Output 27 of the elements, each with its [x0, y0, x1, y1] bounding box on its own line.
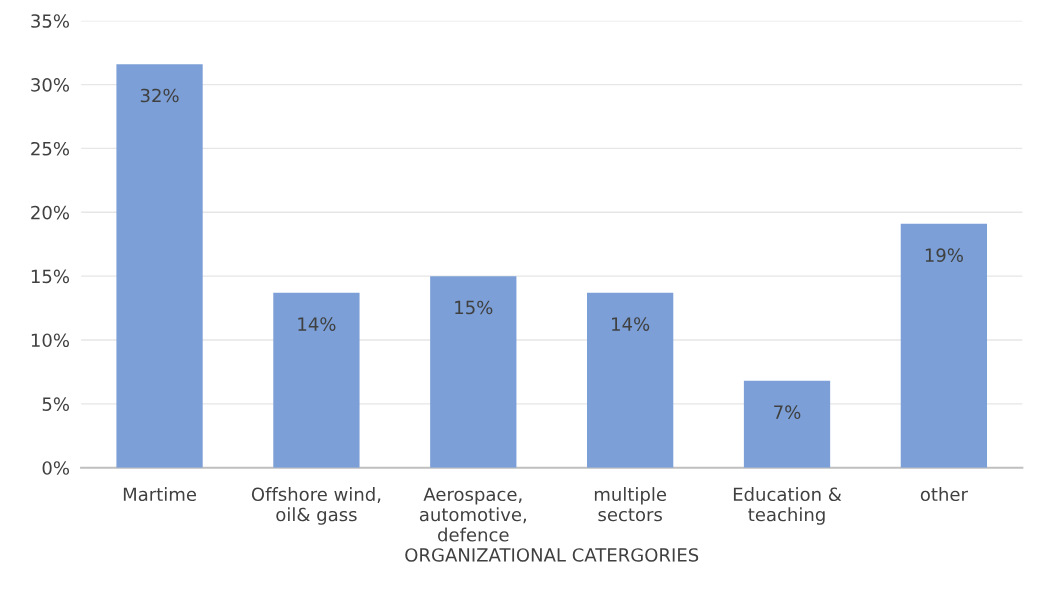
y-tick-label: 15% — [31, 269, 70, 284]
bar — [273, 292, 360, 468]
bar — [900, 223, 988, 468]
x-tick-label: multiple sectors — [594, 487, 667, 522]
bar — [430, 276, 517, 468]
data-label: 14% — [298, 317, 336, 331]
y-tick-label: 10% — [31, 333, 70, 348]
y-tick-label: 0% — [42, 461, 70, 475]
data-label: 32% — [140, 88, 179, 103]
y-tick-label: 25% — [31, 141, 70, 156]
data-label: 19% — [925, 248, 963, 262]
x-tick-label: Offshore wind, oil& gass — [251, 487, 381, 525]
bar — [116, 64, 203, 468]
x-tick-label: Aerospace, automotive, defence — [419, 487, 526, 542]
data-label: 15% — [455, 300, 493, 315]
x-tick-label: other — [920, 487, 968, 502]
x-tick-label: Education & teaching — [733, 487, 842, 525]
y-tick-label: 5% — [42, 397, 70, 411]
x-tick-label: Martime — [123, 487, 197, 502]
y-tick-label: 30% — [31, 78, 70, 92]
x-axis-title: ORGANIZATIONAL CATERGORIES — [405, 548, 699, 562]
data-label: 14% — [612, 317, 650, 331]
bar — [743, 380, 831, 468]
data-label: 7% — [774, 405, 801, 420]
y-tick-label: 20% — [31, 205, 70, 220]
bar — [587, 292, 674, 468]
y-tick-label: 35% — [31, 14, 70, 28]
